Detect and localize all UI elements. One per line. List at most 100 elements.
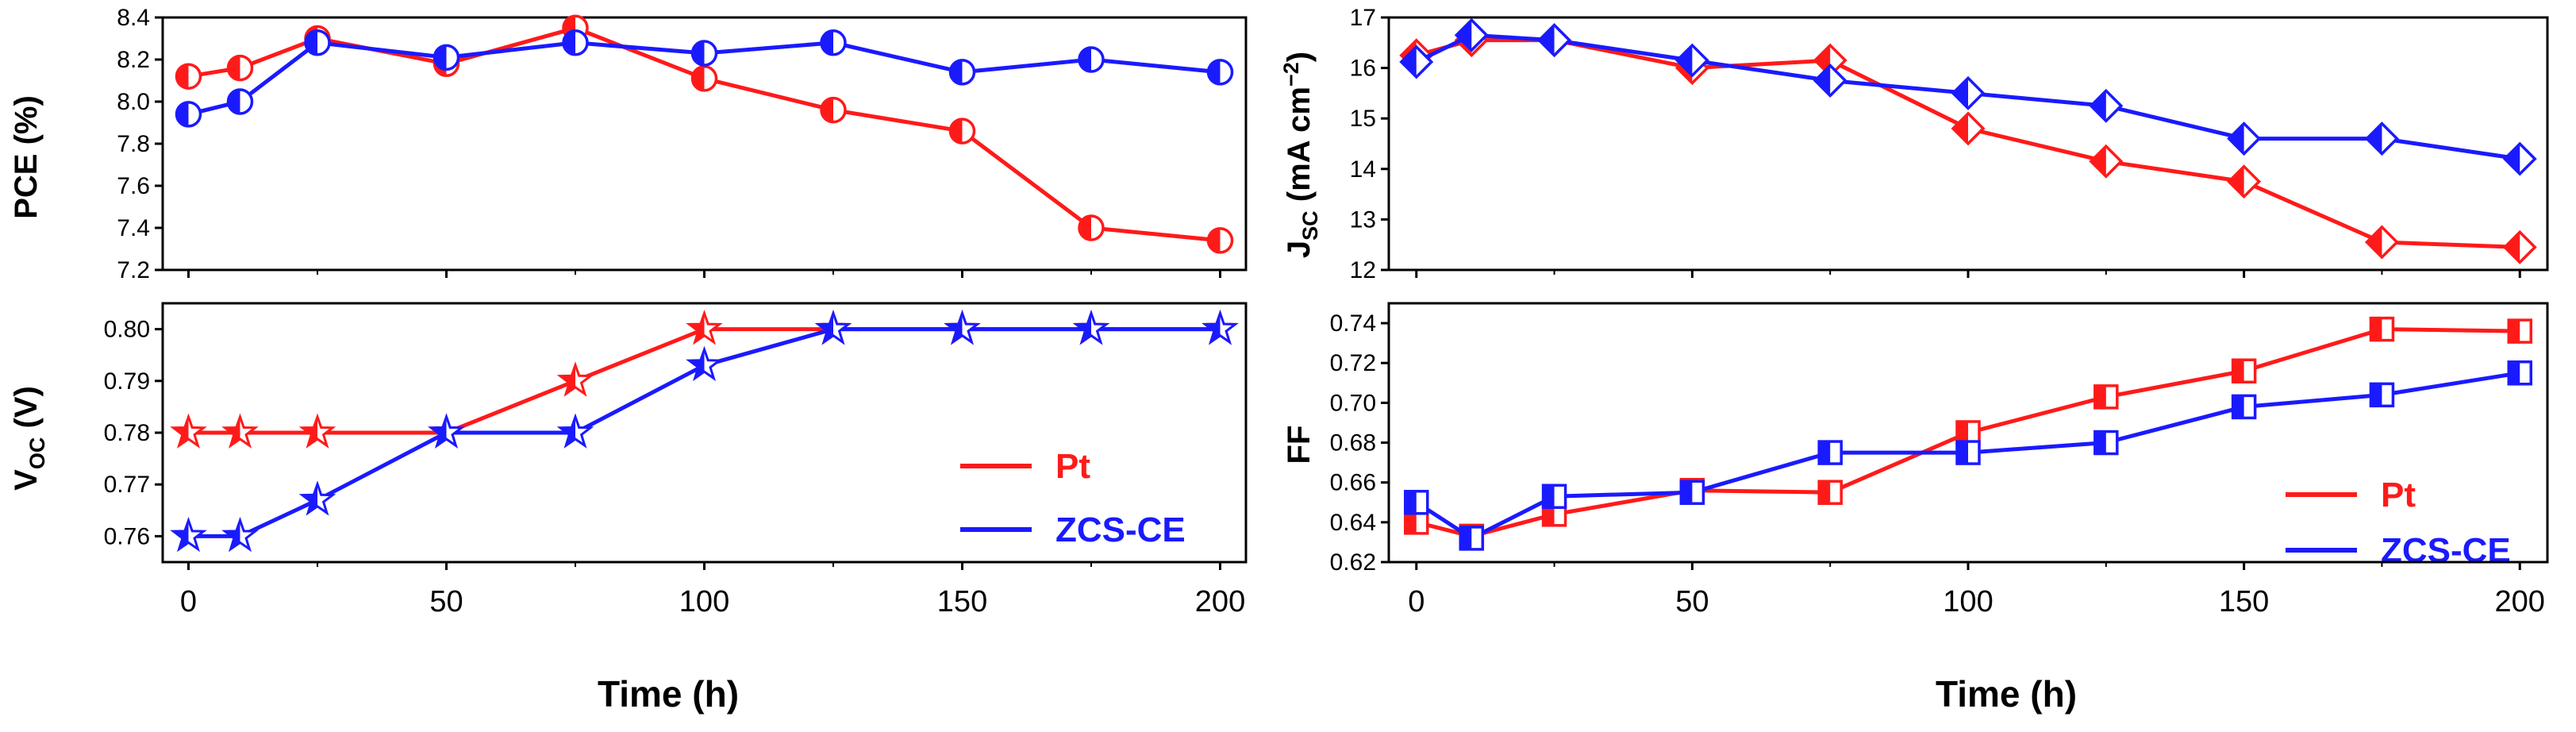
data-point-zcs-fill <box>1405 491 1417 514</box>
y-tick-label: 7.4 <box>117 215 150 241</box>
data-point-pt-fill <box>2094 385 2106 408</box>
y-tick-label: 7.2 <box>117 257 150 283</box>
data-point-zcs-fill <box>1076 313 1091 342</box>
data-point-zcs-fill <box>2090 91 2106 121</box>
panel-bottom-right: 0.62 0.64 0.66 0.68 0.70 0.72 0.74 0 50 100 150 200 <box>1330 302 2549 618</box>
jsc-label-main: J <box>1282 241 1317 258</box>
data-point-zcs-fill <box>818 313 833 342</box>
data-point-pt-fill <box>2090 146 2106 177</box>
voc-axis-label: VOC (V) <box>9 386 49 491</box>
data-point-pt-fill <box>1079 216 1091 240</box>
data-point-zcs-fill <box>1401 46 1417 77</box>
x-axis-label-right: Time (h) <box>1936 673 2077 715</box>
pce-axis-label: PCE (%) <box>9 95 44 219</box>
data-point-zcs-fill <box>305 30 317 55</box>
y-tick-label: 8.4 <box>117 5 150 31</box>
y-tick-label: 0.62 <box>1330 549 1376 576</box>
x-tick-label: 200 <box>2495 585 2545 618</box>
series-line-zcs <box>1415 371 2520 541</box>
series-line-zcs <box>187 40 1221 117</box>
data-point-zcs-fill <box>1208 60 1221 84</box>
y-tick-label: 0.66 <box>1330 470 1376 496</box>
data-point-zcs-fill <box>2509 361 2520 384</box>
y-tick-label: 8.0 <box>117 89 150 115</box>
data-point-zcs-fill <box>434 45 447 70</box>
data-point-zcs-fill <box>560 417 575 446</box>
jsc-label-sub: SC <box>1298 210 1322 241</box>
data-point-zcs-fill <box>225 520 240 549</box>
ff-axis-label: FF <box>1282 426 1317 464</box>
y-tick-label: 0.68 <box>1330 430 1376 457</box>
data-point-zcs-fill <box>1819 441 1831 464</box>
panel-top-right: 12 13 14 15 16 17 <box>1350 5 2549 283</box>
data-point-zcs-fill <box>228 90 240 114</box>
y-tick-label: 15 <box>1350 106 1376 132</box>
data-point-zcs-fill <box>1460 526 1472 549</box>
data-point-pt-fill <box>225 417 240 446</box>
data-point-zcs-fill <box>563 30 575 55</box>
voc-label-sub: OC <box>25 437 49 470</box>
data-point-pt-fill <box>692 66 705 91</box>
data-point-zcs-fill <box>689 349 705 379</box>
series-line-pt <box>1416 327 2520 538</box>
jsc-label-end: ) <box>1282 52 1317 62</box>
y-tick-label: 14 <box>1350 156 1376 183</box>
legend-left-zcs-label: ZCS-CE <box>1055 510 1186 549</box>
data-point-zcs-fill <box>1953 78 1968 109</box>
data-point-zcs-fill <box>1681 481 1693 504</box>
y-tick-label: 0.78 <box>104 420 150 446</box>
x-tick-label: 50 <box>429 585 463 618</box>
y-tick-label: 8.2 <box>117 47 150 73</box>
data-point-pt-fill <box>689 313 705 342</box>
x-tick-label: 0 <box>1408 585 1424 618</box>
x-tick-label: 100 <box>679 585 729 618</box>
data-point-pt-fill <box>2505 232 2520 263</box>
data-point-zcs-fill <box>173 520 189 549</box>
jsc-axis-label: JSC (mA cm−2) <box>1279 52 1322 258</box>
data-point-zcs-fill <box>1079 48 1091 71</box>
data-point-pt-fill <box>560 364 575 394</box>
data-point-zcs-fill <box>2370 383 2382 406</box>
data-point-zcs-fill <box>2366 123 2382 154</box>
data-point-pt-fill <box>1819 481 1831 504</box>
legend-left: Pt ZCS-CE <box>960 447 1186 549</box>
series-line-pt <box>188 327 1221 435</box>
data-point-zcs-fill <box>1957 441 1968 464</box>
series-line-pt <box>1416 38 2520 249</box>
data-point-zcs-fill <box>2505 144 2520 175</box>
data-point-zcs-fill <box>2094 431 2106 454</box>
voc-label-tail: (V) <box>9 386 44 437</box>
data-point-zcs-fill <box>2228 123 2244 154</box>
series-line-pt <box>188 25 1221 243</box>
x-axis-label-left: Time (h) <box>598 673 739 715</box>
data-point-pt-fill <box>1405 510 1417 534</box>
legend-right-zcs-label: ZCS-CE <box>2381 531 2511 570</box>
data-point-zcs-fill <box>2232 395 2244 418</box>
data-point-pt-fill <box>950 119 963 144</box>
data-point-pt-fill <box>1208 228 1221 252</box>
y-tick-label: 0.70 <box>1330 390 1376 416</box>
x-tick-label: 50 <box>1675 585 1709 618</box>
data-point-zcs-fill <box>821 30 833 55</box>
y-tick-label: 0.74 <box>1330 310 1376 337</box>
y-tick-label: 7.8 <box>117 131 150 157</box>
data-point-zcs-fill <box>950 60 963 84</box>
data-point-pt-fill <box>228 56 240 80</box>
data-point-pt-fill <box>176 64 189 89</box>
data-point-zcs-fill <box>176 102 189 126</box>
y-tick-label: 13 <box>1350 206 1376 233</box>
x-tick-label: 150 <box>937 585 987 618</box>
x-tick-label: 100 <box>1943 585 1993 618</box>
jsc-label-sup: −2 <box>1279 62 1303 87</box>
jsc-label-tail: (mA cm <box>1282 87 1317 210</box>
series-line-zcs <box>1415 33 2520 161</box>
data-point-pt-fill <box>2232 360 2244 383</box>
data-point-pt-fill <box>2366 227 2382 258</box>
y-tick-label: 7.6 <box>117 173 150 199</box>
data-point-pt-fill <box>173 417 189 446</box>
x-tick-label: 150 <box>2219 585 2269 618</box>
data-point-pt-fill <box>2370 318 2382 341</box>
data-point-zcs-fill <box>1543 485 1555 508</box>
y-tick-label: 12 <box>1350 257 1376 283</box>
